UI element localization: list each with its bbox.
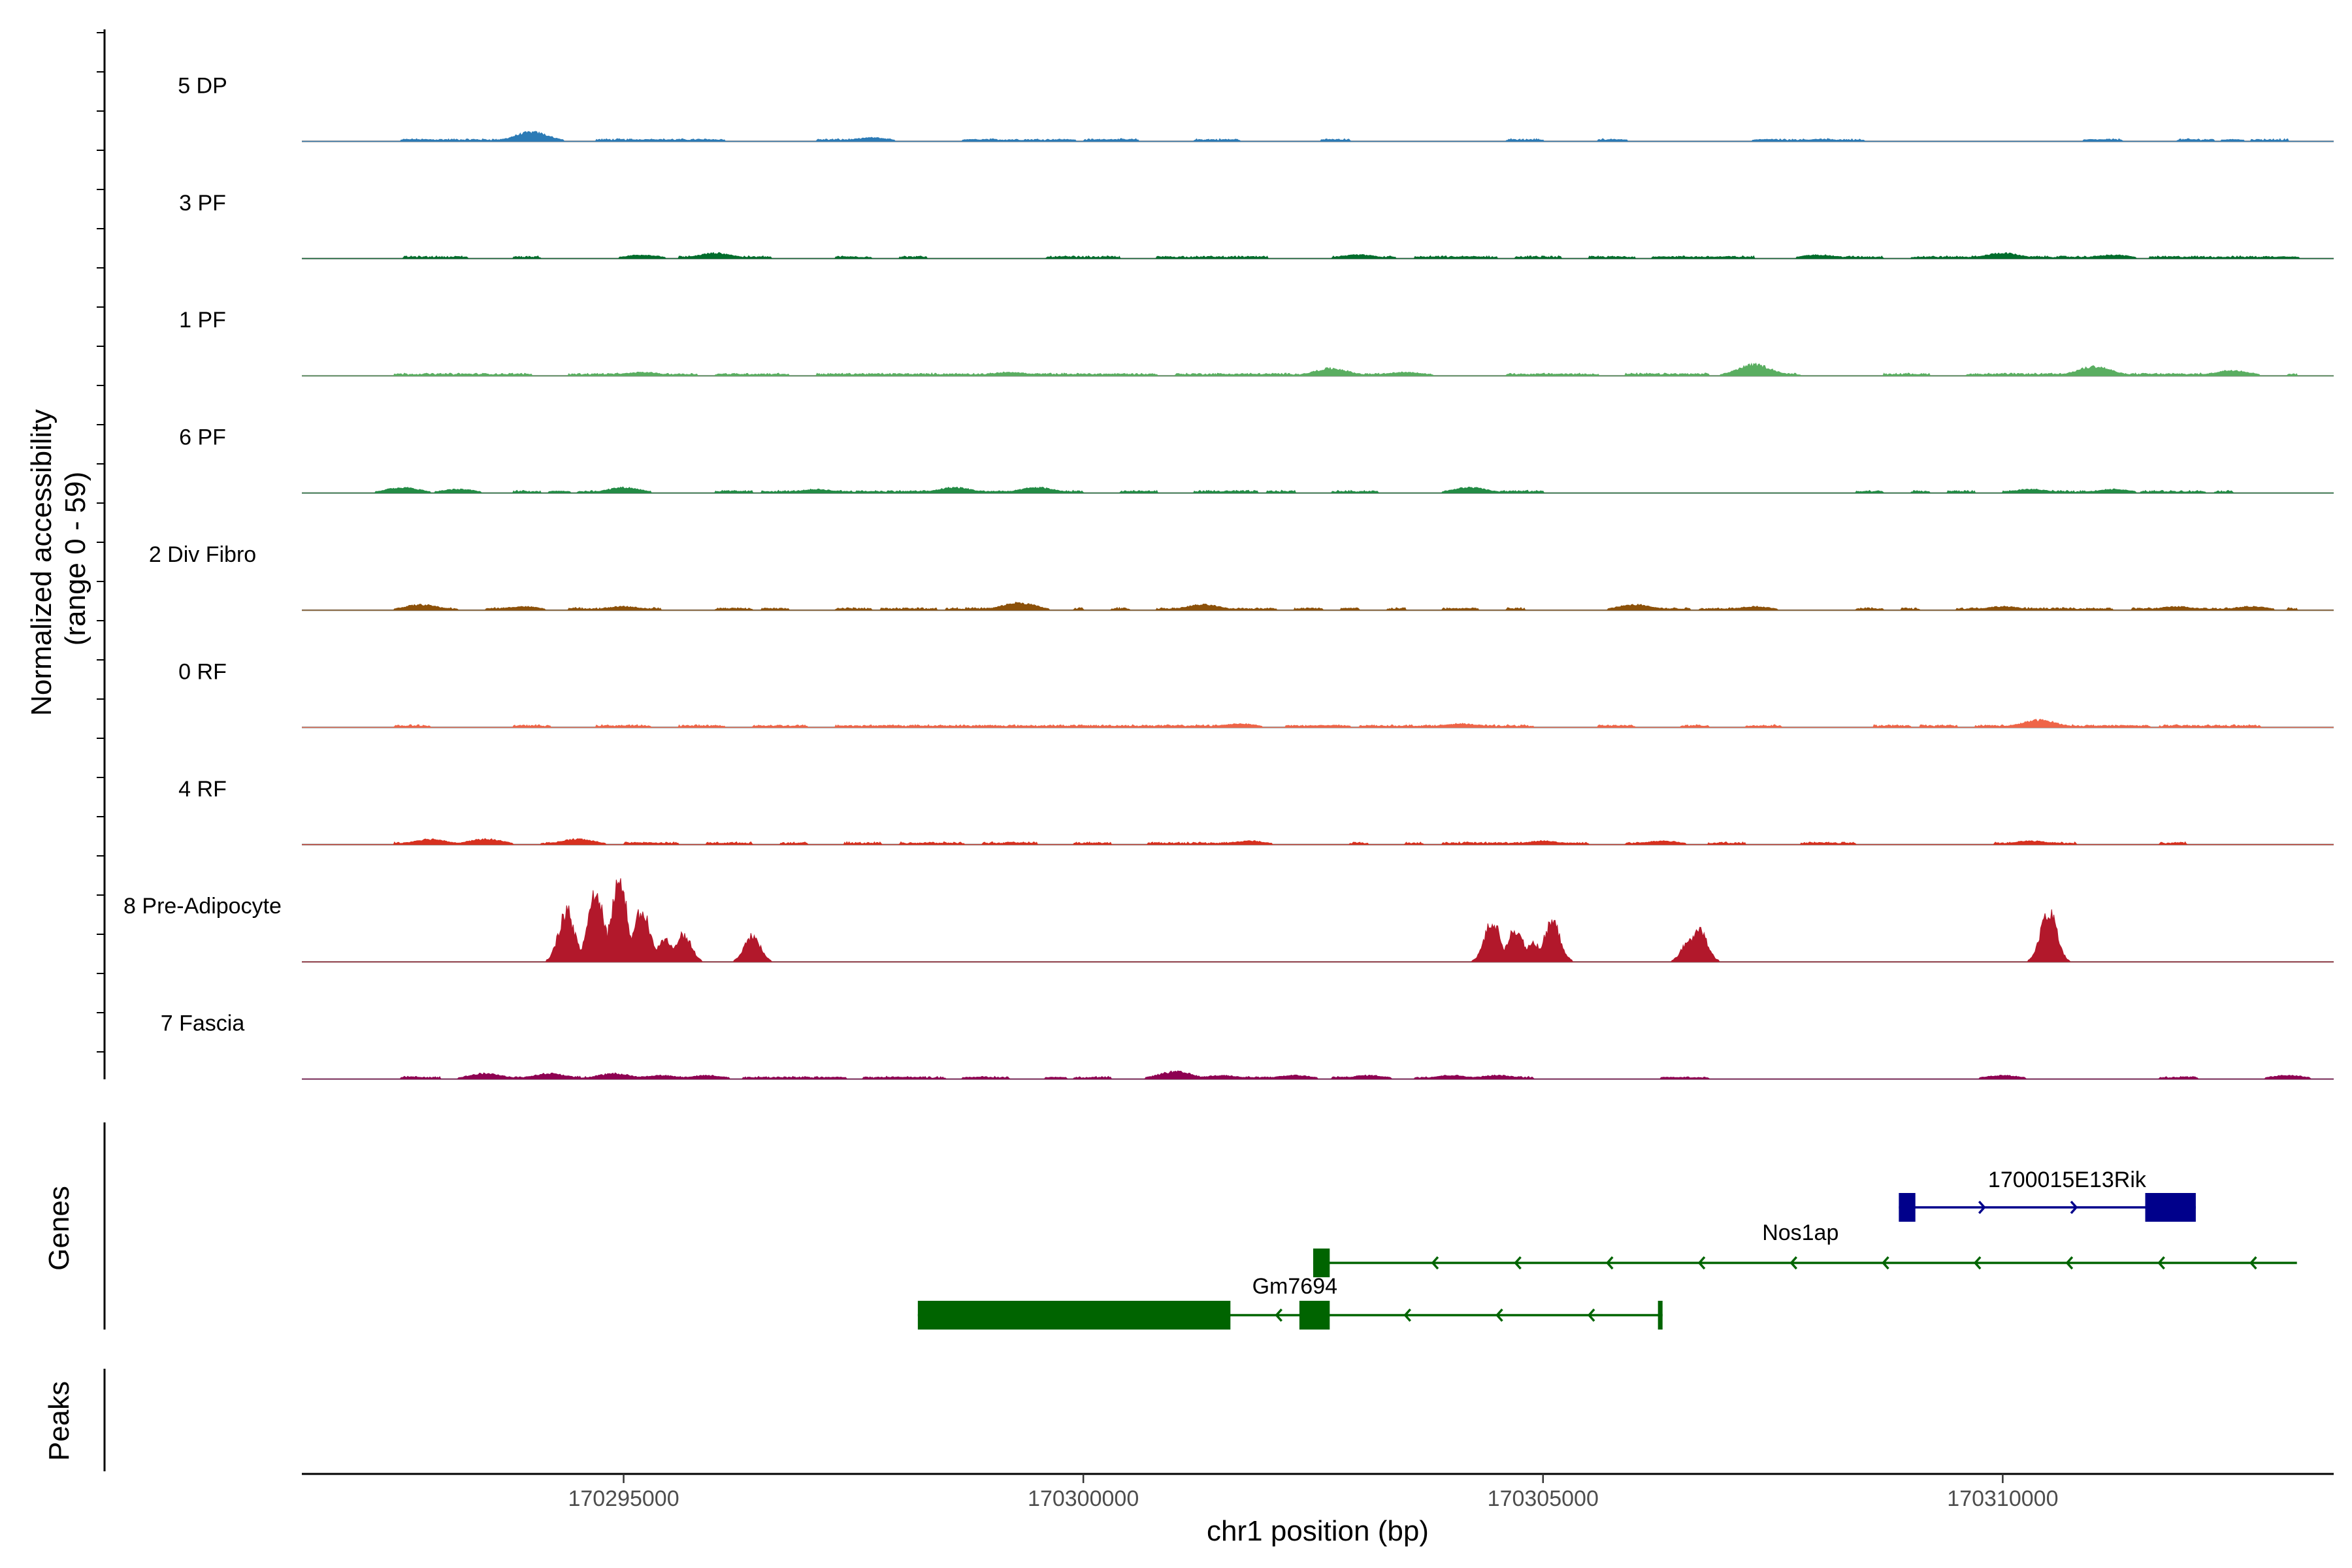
x-axis-title: chr1 position (bp): [1207, 1515, 1429, 1547]
strand-arrow: [2249, 1256, 2257, 1270]
gene-exon: [917, 1301, 1231, 1330]
gene-1700015e13rik: 1700015E13Rik: [1899, 1168, 2196, 1222]
gene-exon: [1299, 1301, 1330, 1330]
peaks-panel-label: Peaks: [43, 1381, 75, 1461]
strand-arrow: [1275, 1308, 1282, 1322]
strand-arrow: [2065, 1256, 2074, 1270]
track-4-rf: 4 RF: [178, 777, 2334, 846]
x-tick-label: 170305000: [1488, 1486, 1599, 1511]
coverage-area: [302, 838, 2334, 845]
gene-exon: [1899, 1193, 1916, 1222]
coverage-area: [302, 601, 2334, 611]
coverage-tracks: 5 DP 3 PF 1 PF 6 PF 2 Div Fibro 0 RF 4 RF 8 Pre…: [123, 73, 2334, 1080]
strand-arrow: [1973, 1256, 1982, 1270]
strand-arrow: [1587, 1308, 1595, 1322]
track-label: 5 DP: [178, 73, 227, 98]
track-label: 2 Div Fibro: [149, 542, 256, 567]
strand-arrow: [1978, 1200, 1986, 1215]
strand-arrow: [2070, 1200, 2078, 1215]
strand-arrow: [1431, 1256, 1439, 1270]
x-axis-ticks: 170295000 170300000 170305000 170310000: [568, 1474, 2058, 1511]
strand-arrow: [1403, 1308, 1411, 1322]
strand-arrow: [1495, 1308, 1503, 1322]
strand-arrow: [2157, 1256, 2165, 1270]
strand-arrow: [1514, 1256, 1522, 1270]
track-7-fascia: 7 Fascia: [161, 1011, 2334, 1080]
gene-label: Gm7694: [1252, 1274, 1337, 1299]
y-axis-title-line2: (range 0 - 59): [59, 472, 91, 646]
x-tick-label: 170300000: [1028, 1486, 1139, 1511]
track-label: 7 Fascia: [161, 1011, 245, 1036]
track-8-pre-adipocyte: 8 Pre-Adipocyte: [123, 878, 2334, 963]
track-label: 8 Pre-Adipocyte: [123, 894, 282, 919]
coverage-axis-ticks: [97, 32, 105, 1053]
gene-exon: [1313, 1249, 1330, 1277]
strand-arrow: [1789, 1256, 1798, 1270]
coverage-area: [302, 878, 2334, 962]
track-6-pf: 6 PF: [179, 425, 2334, 494]
coverage-area: [302, 1070, 2334, 1080]
coverage-area: [302, 719, 2334, 728]
track-0-rf: 0 RF: [178, 659, 2334, 728]
track-5-dp: 5 DP: [178, 73, 2334, 142]
track-1-pf: 1 PF: [179, 308, 2334, 377]
strand-arrow: [1605, 1256, 1614, 1270]
x-tick-label: 170295000: [568, 1486, 679, 1511]
strand-arrow: [1882, 1256, 1889, 1270]
gene-exon: [1658, 1301, 1663, 1330]
gene-annotations: 1700015E13Rik Nos1ap Gm7694: [917, 1168, 2297, 1330]
track-label: 6 PF: [179, 425, 226, 450]
coverage-area: [302, 362, 2334, 376]
gene-exon: [2145, 1193, 2196, 1222]
track-label: 1 PF: [179, 308, 226, 333]
x-tick-label: 170310000: [1947, 1486, 2058, 1511]
genes-panel-label: Genes: [43, 1186, 75, 1271]
track-label: 0 RF: [178, 659, 227, 684]
gene-nos1ap: Nos1ap: [1313, 1220, 2297, 1277]
track-label: 4 RF: [178, 777, 227, 802]
track-label: 3 PF: [179, 191, 226, 216]
coverage-area: [302, 131, 2334, 142]
y-axis-title-line1: Normalized accessibility: [25, 409, 57, 715]
track-2-div-fibro: 2 Div Fibro: [149, 542, 2334, 612]
track-3-pf: 3 PF: [179, 191, 2334, 260]
coverage-area: [302, 486, 2334, 494]
y-axis-title: Normalized accessibility (range 0 - 59): [25, 401, 91, 716]
strand-arrow: [1697, 1256, 1706, 1270]
gene-label: 1700015E13Rik: [1988, 1168, 2147, 1192]
gene-gm7694: Gm7694: [917, 1274, 1663, 1330]
coverage-area: [302, 252, 2334, 259]
gene-label: Nos1ap: [1762, 1220, 1838, 1245]
